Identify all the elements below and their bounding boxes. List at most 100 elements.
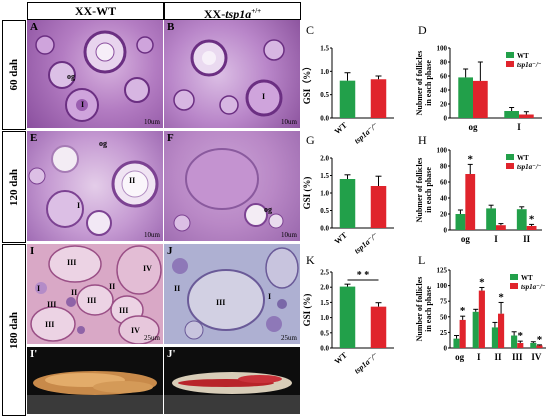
row-label-180: 180 dah (2, 244, 26, 416)
chart-g-ytick-label: 0.5 (320, 207, 329, 215)
chart-c-ytick-label: 0.5 (320, 91, 329, 99)
chart-l-ytick-label: 125 (437, 267, 448, 275)
chart-l-xtick-label: II (494, 352, 502, 362)
panel-i-scale: 25um (144, 334, 160, 342)
chart-c-xtick-label: tsp1a⁻/⁻ (353, 121, 380, 146)
chart-l-legend-label: tsp1a⁻/⁻ (521, 283, 546, 291)
panel-i-label-iv-1: IV (143, 264, 152, 273)
chart-k-ytick-label: 2.0 (320, 284, 329, 292)
chart-l-xtick-label: IV (531, 352, 542, 362)
chart-k-ytick-label: 0.5 (320, 329, 329, 337)
chart-h-bar (526, 226, 537, 230)
chart-l-star: * (479, 276, 485, 288)
chart-d-xtick-label: I (517, 122, 521, 132)
micrograph-panel-a: A og I 10um (27, 20, 163, 128)
chart-l-ytick-label: 25 (440, 329, 448, 337)
header-mutant-gene: tsp1a (225, 7, 252, 21)
chart-h-legend-swatch (506, 154, 514, 160)
row-label-60: 60 dah (2, 20, 26, 130)
chart-d-legend-label: tsp1a⁻/⁻ (517, 61, 542, 69)
chart-l-ytick-label: 0 (444, 345, 448, 353)
chart-h-ytick-label: 60 (440, 179, 448, 187)
chart-d-letter: D (418, 23, 427, 37)
chart-k-bar (339, 286, 356, 348)
chart-k-bar (370, 306, 387, 348)
panel-j-scale: 25um (281, 334, 297, 342)
chart-c-letter: C (306, 23, 314, 37)
panel-i-label-ii-2: II (71, 288, 78, 297)
chart-c-ytick-label: 0.0 (320, 115, 329, 123)
panel-e-scale: 10um (144, 231, 160, 239)
chart-l-bar (517, 343, 524, 348)
chart-h-legend-label: WT (517, 154, 529, 162)
panel-e-label-ii: II (129, 176, 136, 185)
chart-l-bar (498, 313, 505, 348)
chart-d-ytick-label: 0 (444, 115, 448, 123)
chart-g-bar (370, 186, 387, 228)
micrograph-panel-b: B I 10um (164, 20, 300, 128)
chart-k-ytick-label: 1.5 (320, 299, 329, 307)
panel-j-prime-letter: J' (167, 348, 176, 360)
chart-l-bar (478, 290, 485, 348)
panel-a-letter: A (30, 21, 38, 33)
chart-k-xtick-label: WT (333, 350, 350, 366)
chart-h-star: * (529, 213, 535, 225)
panel-i-label-iii-1: III (67, 258, 77, 267)
chart-l-legend-label: WT (521, 274, 533, 282)
panel-e-label-i: I (77, 201, 81, 210)
chart-h-xtick-label: og (461, 234, 471, 244)
panel-i-label-i: I (37, 284, 41, 293)
chart-h-ytick-label: 80 (440, 163, 448, 171)
panel-i-prime-letter: I' (30, 348, 38, 360)
panel-f-cells (173, 148, 284, 232)
chart-k-ytick-label: 1.0 (320, 314, 329, 322)
chart-h-ylabel-line1: Nubmer of follicles (415, 158, 424, 223)
micrograph-panel-f: F og 10um (164, 131, 300, 241)
chart-l-bar (459, 319, 466, 348)
panel-i-label-iii-5: III (47, 300, 57, 309)
chart-l-star: * (518, 330, 524, 342)
chart-g-ytick-label: 0.0 (320, 225, 329, 233)
chart-c-xtick-label: WT (333, 120, 350, 136)
panel-j-label-iii: III (216, 298, 226, 307)
panel-i-label-iv-2: IV (131, 326, 140, 335)
chart-k-xtick-label: tsp1a⁻/⁻ (353, 351, 380, 376)
row-label-180-text: 180 dah (8, 311, 20, 349)
panel-i-label-iii-3: III (119, 306, 129, 315)
chart-d-legend-label: WT (517, 52, 529, 60)
chart-l-ytick-label: 50 (440, 313, 448, 321)
chart-k-sig-stars: * * (357, 270, 370, 281)
chart-l-bar (530, 343, 537, 348)
column-header-wt: XX-WT (27, 2, 164, 20)
panel-i-label-ii-1: II (109, 282, 116, 291)
chart-g-ylabel: GSI (%) (302, 177, 312, 210)
chart-h-ytick-label: 0 (444, 227, 448, 235)
chart-h-ytick-label: 100 (437, 147, 448, 155)
chart-c-ytick-label: 1.0 (320, 68, 329, 76)
panel-j-cells (164, 244, 300, 344)
chart-d-ytick-label: 100 (437, 45, 448, 53)
row-label-120: 120 dah (2, 131, 26, 243)
chart-k-letter: K (306, 253, 315, 267)
chart-h-legend-label: tsp1a⁻/⁻ (517, 163, 542, 171)
row-label-120-text: 120 dah (8, 168, 20, 206)
chart-l-bar (511, 335, 518, 348)
panel-a-label-i: I (81, 100, 85, 109)
chart-k-ylabel: GSI (%) (302, 294, 312, 327)
panel-j-label-ii: II (174, 284, 181, 293)
chart-g-letter: G (306, 133, 315, 147)
chart-g-xtick-label: tsp1a⁻/⁻ (353, 231, 380, 256)
panel-f-letter: F (167, 132, 174, 144)
chart-g-ytick-label: 1.5 (320, 172, 329, 180)
photo-panel-j-prime: J' (164, 347, 300, 414)
chart-g-xtick-label: WT (333, 230, 350, 246)
chart-d-ytick-label: 60 (440, 73, 448, 81)
panel-f-label-og: og (264, 205, 272, 214)
chart-l-xtick-label: III (512, 352, 523, 362)
chart-l-ylabel-line1: Number of follicles (415, 277, 424, 342)
chart-l-bar (491, 327, 498, 348)
chart-h-bar (465, 174, 476, 230)
panel-e-label-og: og (99, 139, 107, 148)
chart-h-xtick-label: I (494, 234, 498, 244)
